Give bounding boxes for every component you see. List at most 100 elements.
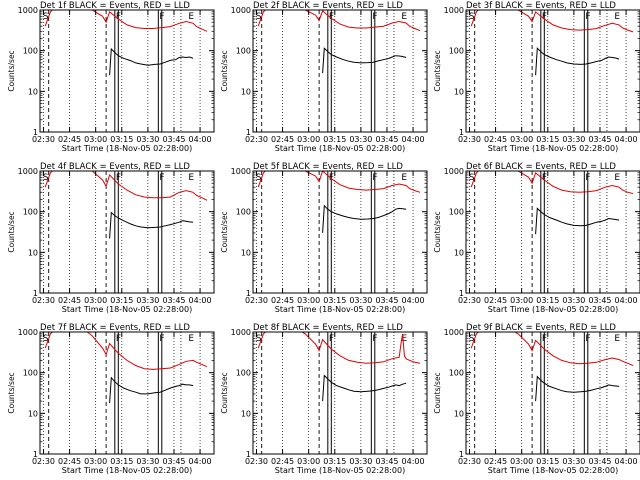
y-tick-label: 1 <box>33 128 38 137</box>
x-tick-label: 03:30 <box>349 457 372 466</box>
chart-title: Det 2f BLACK = Events, RED = LLD <box>253 1 403 11</box>
series-line-lld <box>470 332 634 366</box>
x-tick-label: 02:30 <box>32 457 55 466</box>
y-tick-label: 1 <box>33 289 38 298</box>
marker-label: S <box>469 12 475 22</box>
y-tick-label: 1000 <box>444 328 464 337</box>
marker-label: S <box>469 173 475 183</box>
x-axis-label: Start Time (18-Nov-05 02:28:00) <box>62 144 192 153</box>
x-tick-label: 02:45 <box>58 135 81 144</box>
series-line-events <box>109 376 194 404</box>
x-tick-label: 04:00 <box>615 296 638 305</box>
x-tick-label: 02:30 <box>245 135 268 144</box>
x-tick-label: 03:30 <box>349 296 372 305</box>
marker-label: S <box>43 334 49 344</box>
marker-label: F <box>116 334 121 344</box>
x-tick-label: 02:45 <box>484 296 507 305</box>
series-line-events <box>535 47 620 76</box>
y-tick-label: 1000 <box>18 167 38 176</box>
marker-label: F <box>329 12 334 22</box>
series-line-lld <box>257 171 421 193</box>
marker-label: S <box>256 12 262 22</box>
marker-label: E <box>401 12 407 22</box>
x-tick-label: 03:00 <box>297 296 320 305</box>
series-line-lld <box>257 10 421 32</box>
series-line-events <box>109 211 194 239</box>
x-tick-label: 02:30 <box>458 457 481 466</box>
series-line-lld <box>470 171 634 194</box>
marker-label: F <box>542 12 547 22</box>
marker-label: F <box>159 334 164 344</box>
x-tick-label: 03:45 <box>162 135 185 144</box>
x-tick-label: 03:45 <box>162 296 185 305</box>
y-tick-label: 100 <box>236 208 251 217</box>
marker-label: F <box>372 12 377 22</box>
y-axis-label: Counts/sec <box>7 372 16 413</box>
x-tick-label: 03:00 <box>510 296 533 305</box>
x-tick-label: 03:15 <box>536 135 559 144</box>
x-tick-label: 02:30 <box>32 296 55 305</box>
y-tick-label: 1 <box>246 128 251 137</box>
y-axis-label: Counts/sec <box>7 50 16 91</box>
chart-title: Det 4f BLACK = Events, RED = LLD <box>40 162 190 172</box>
x-tick-label: 03:15 <box>110 457 133 466</box>
chart-title: Det 9f BLACK = Events, RED = LLD <box>466 323 616 333</box>
marker-label: S <box>43 173 49 183</box>
y-tick-label: 100 <box>23 47 38 56</box>
x-axis-label: Start Time (18-Nov-05 02:28:00) <box>275 305 405 314</box>
y-tick-label: 100 <box>236 47 251 56</box>
series-line-events <box>322 47 407 74</box>
y-tick-label: 100 <box>23 208 38 217</box>
x-tick-label: 03:15 <box>323 457 346 466</box>
x-tick-label: 02:45 <box>271 135 294 144</box>
y-axis-label: Counts/sec <box>220 211 229 252</box>
x-tick-label: 03:30 <box>562 135 585 144</box>
series-line-lld <box>257 332 421 364</box>
y-tick-label: 1000 <box>18 328 38 337</box>
x-tick-label: 03:30 <box>136 457 159 466</box>
marker-label: E <box>614 173 620 183</box>
x-tick-label: 04:00 <box>402 457 425 466</box>
plot-frame <box>39 331 215 455</box>
y-tick-label: 1 <box>459 128 464 137</box>
marker-label: F <box>585 334 590 344</box>
y-tick-label: 1000 <box>231 167 251 176</box>
series-line-events <box>535 375 620 402</box>
x-tick-label: 03:15 <box>323 296 346 305</box>
y-tick-label: 1 <box>33 450 38 459</box>
series-line-lld <box>470 10 634 33</box>
chart-title: Det 5f BLACK = Events, RED = LLD <box>253 162 403 172</box>
x-tick-label: 04:00 <box>402 135 425 144</box>
x-tick-label: 03:00 <box>297 135 320 144</box>
x-tick-label: 02:45 <box>484 457 507 466</box>
series-line-lld <box>44 332 208 370</box>
x-tick-label: 03:45 <box>375 457 398 466</box>
x-tick-label: 03:30 <box>136 296 159 305</box>
y-tick-label: 10 <box>454 409 464 418</box>
marker-label: S <box>43 12 49 22</box>
y-tick-label: 10 <box>241 409 251 418</box>
marker-label: F <box>116 12 121 22</box>
marker-label: E <box>188 173 194 183</box>
chart-title: Det 3f BLACK = Events, RED = LLD <box>466 1 616 11</box>
x-tick-label: 03:00 <box>84 296 107 305</box>
marker-label: E <box>614 334 620 344</box>
marker-label: F <box>372 334 377 344</box>
marker-label: F <box>329 334 334 344</box>
x-tick-label: 02:30 <box>245 296 268 305</box>
y-tick-label: 100 <box>449 369 464 378</box>
plot-frame <box>39 170 215 294</box>
x-tick-label: 03:00 <box>84 135 107 144</box>
x-tick-label: 02:45 <box>58 457 81 466</box>
x-tick-label: 03:45 <box>588 135 611 144</box>
y-tick-label: 10 <box>241 248 251 257</box>
y-tick-label: 1 <box>459 289 464 298</box>
x-tick-label: 03:00 <box>510 457 533 466</box>
y-tick-label: 1000 <box>444 6 464 15</box>
x-tick-label: 03:15 <box>110 135 133 144</box>
